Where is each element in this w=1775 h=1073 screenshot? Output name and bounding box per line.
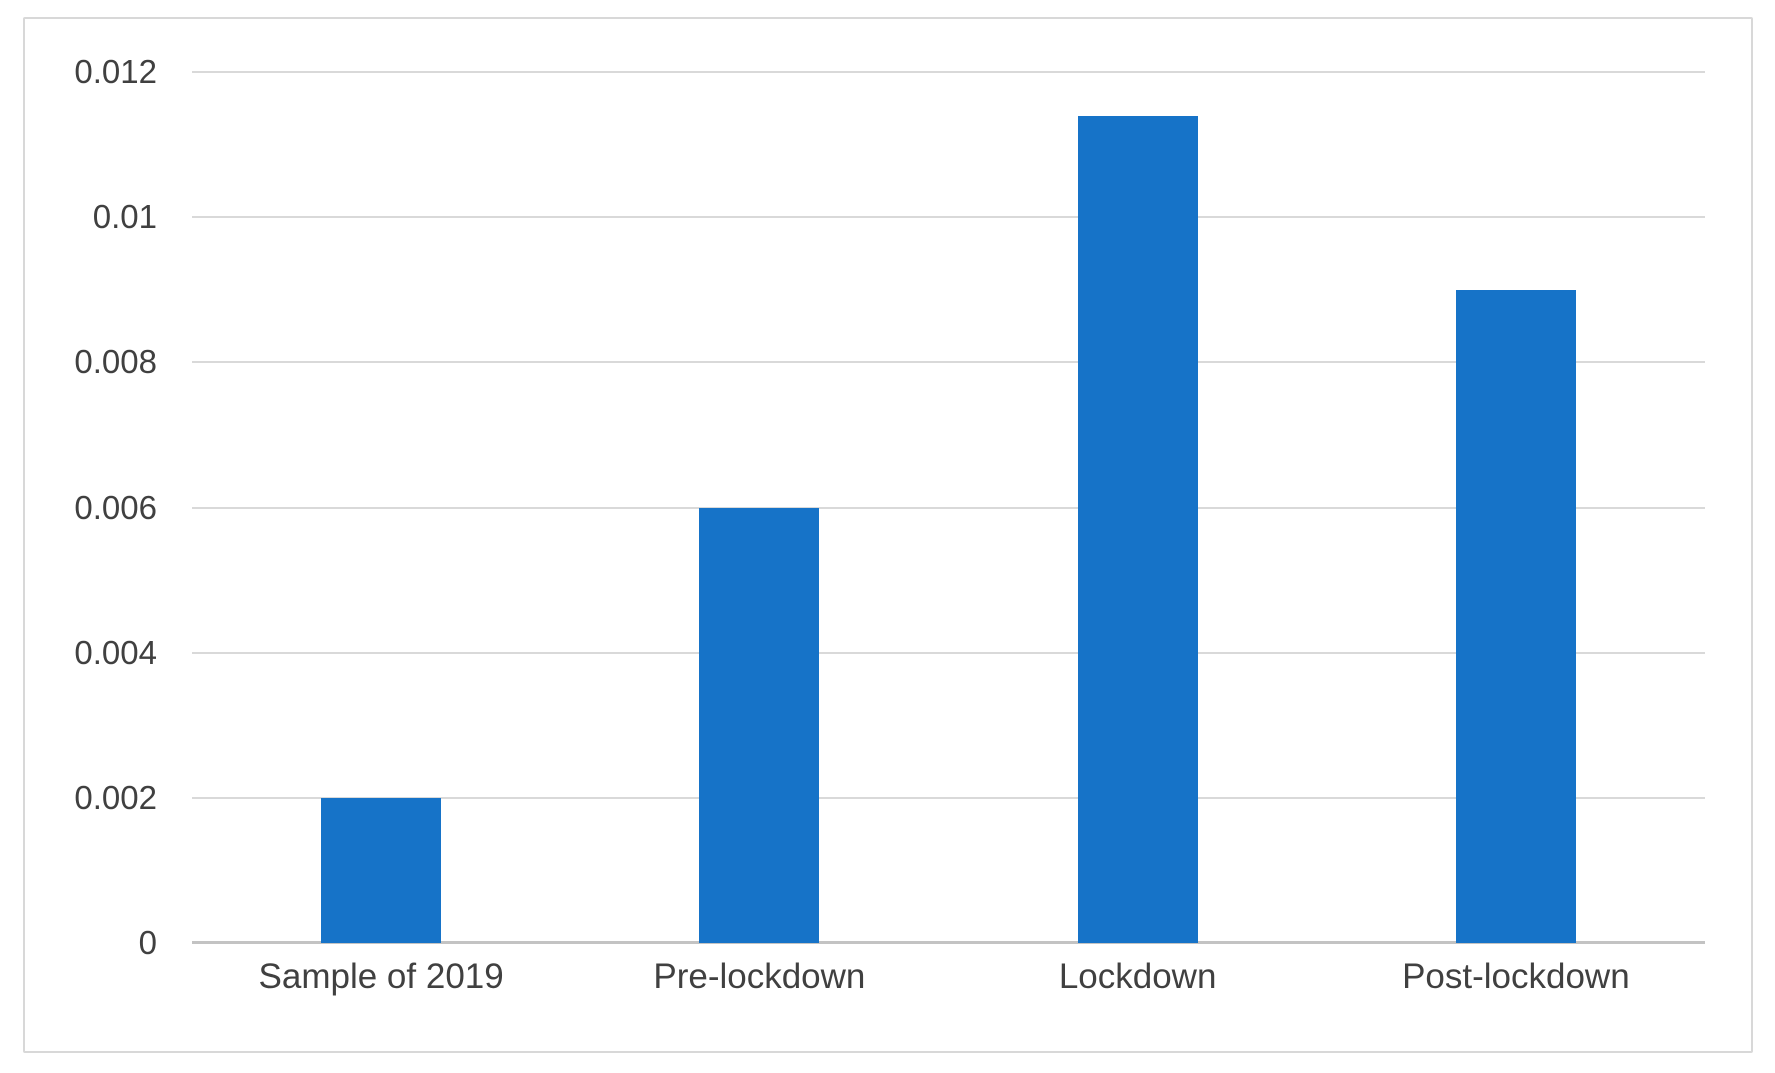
x-category-label-pre-lockdown: Pre-lockdown (653, 957, 866, 996)
gridline-0.004 (192, 651, 1705, 654)
y-axis: 0 0.002 0.004 0.006 0.008 0.01 0.012 (35, 53, 157, 961)
gridline-0.006 (192, 506, 1705, 509)
bar-pre-lockdown (699, 507, 820, 943)
x-category-label-post-lockdown: Post-lockdown (1402, 957, 1630, 996)
y-tick-label-0.012: 0.012 (74, 53, 157, 90)
y-tick-label-0.002: 0.002 (74, 778, 157, 816)
y-tick-label-0: 0 (138, 924, 157, 961)
x-axis-line (192, 941, 1705, 944)
y-tick-label-0.006: 0.006 (74, 488, 157, 526)
y-tick-label-0.01: 0.01 (92, 198, 157, 236)
y-tick-label-0.004: 0.004 (74, 633, 157, 671)
x-category-label-sample-of-2019: Sample of 2019 (258, 957, 504, 996)
bar-lockdown (1077, 115, 1198, 943)
x-category-label-lockdown: Lockdown (1058, 957, 1217, 996)
plot-area (192, 71, 1705, 944)
y-tick-label-0.008: 0.008 (74, 343, 157, 381)
bar-sample-of-2019 (321, 797, 442, 943)
gridline-0.012 (192, 71, 1705, 73)
gridline-0.008 (192, 361, 1705, 364)
gridline-0.002 (192, 796, 1705, 799)
gridline-0.01 (192, 216, 1705, 219)
bar-post-lockdown (1455, 289, 1576, 943)
chart-frame: 0 0.002 0.004 0.006 0.008 0.01 0.012 Sample of… (23, 17, 1753, 1053)
x-axis: Sample of 2019 Pre-lockdown Lockdown Post-l… (192, 943, 1705, 1013)
